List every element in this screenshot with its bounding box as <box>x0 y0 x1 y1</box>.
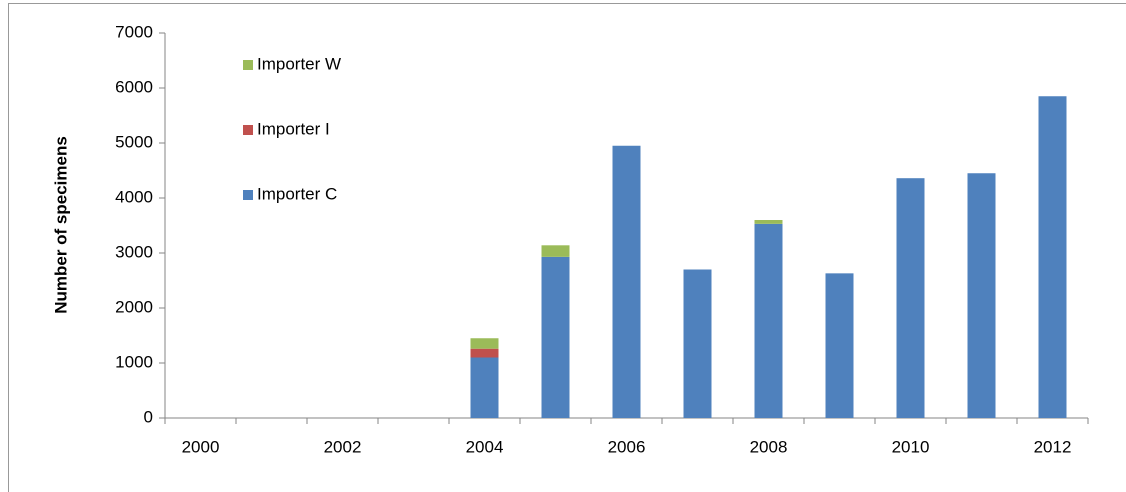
legend-swatch <box>243 125 253 135</box>
bar <box>754 220 783 224</box>
y-tick-label: 7000 <box>115 22 153 41</box>
legend-label: Importer C <box>257 184 337 203</box>
bar <box>470 338 499 349</box>
y-tick-label: 2000 <box>115 297 153 316</box>
x-tick-label: 2010 <box>892 437 930 456</box>
y-tick-label: 6000 <box>115 77 153 96</box>
bar <box>754 223 783 418</box>
bar <box>541 245 570 257</box>
x-tick-label: 2012 <box>1034 437 1072 456</box>
bar <box>470 357 499 418</box>
chart-frame <box>8 3 1126 492</box>
bar <box>967 173 996 418</box>
bar <box>541 256 570 418</box>
legend-swatch <box>243 190 253 200</box>
bar <box>683 269 712 418</box>
bar <box>825 273 854 418</box>
bar <box>1038 96 1067 418</box>
x-tick-label: 2002 <box>324 437 362 456</box>
y-tick-label: 3000 <box>115 242 153 261</box>
legend-label: Importer I <box>257 119 330 138</box>
x-tick-label: 2000 <box>182 437 220 456</box>
y-tick-label: 4000 <box>115 187 153 206</box>
y-axis-label: Number of specimens <box>51 136 70 314</box>
x-tick-label: 2008 <box>750 437 788 456</box>
x-tick-label: 2004 <box>466 437 504 456</box>
y-tick-label: 0 <box>144 407 153 426</box>
x-tick-label: 2006 <box>608 437 646 456</box>
bar <box>896 178 925 418</box>
legend-swatch <box>243 60 253 70</box>
bar <box>612 145 641 418</box>
y-tick-label: 5000 <box>115 132 153 151</box>
y-tick-label: 1000 <box>115 352 153 371</box>
legend-label: Importer W <box>257 54 341 73</box>
bar <box>470 348 499 358</box>
